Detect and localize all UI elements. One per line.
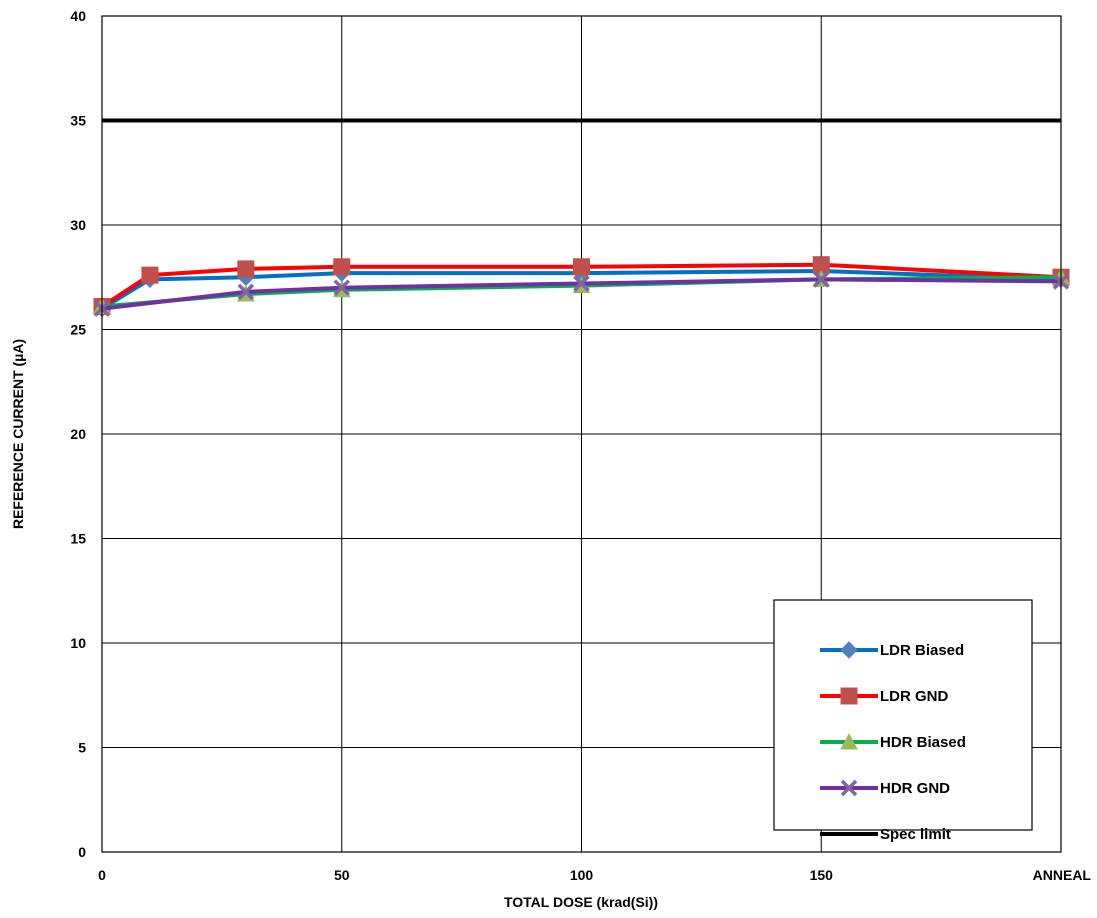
series-1 [93, 256, 1070, 316]
x-tick-labels: 0 50 100 150 ANNEAL [98, 867, 1091, 883]
legend-label-4: Spec limit [880, 826, 951, 843]
legend-box [773, 599, 1033, 831]
series-layer [93, 118, 1070, 318]
y-tick-label-0: 0 [78, 844, 86, 860]
data-point-1-4 [573, 258, 590, 276]
data-point-3-4 [813, 271, 830, 288]
x-tick-label-0: 0 [98, 867, 106, 883]
legend-label-0: LDR Biased [880, 642, 964, 659]
y-axis-label: REFERENCE CURRENT (µA) [10, 339, 26, 529]
legend-marker-1 [840, 687, 858, 705]
data-point-3-3 [573, 275, 590, 292]
x-tick-label-4: ANNEAL [1033, 867, 1092, 883]
plot-area-border [101, 15, 1062, 853]
legend-item-1: LDR GND [820, 687, 948, 705]
x-tick-label-2: 100 [570, 867, 594, 883]
legend-label-1: LDR GND [880, 688, 948, 705]
y-tick-label-7: 35 [70, 113, 86, 129]
data-point-1-3 [333, 258, 351, 276]
y-tick-label-6: 30 [70, 217, 86, 233]
y-tick-label-5: 25 [70, 322, 86, 338]
legend-item-2: HDR Biased [820, 732, 966, 751]
legend: LDR Biased LDR GND HDR Biased HDR GND Spec l… [773, 599, 1033, 843]
data-point-3-1 [237, 283, 255, 301]
legend-label-3: HDR GND [880, 780, 950, 797]
y-tick-label-4: 20 [70, 426, 86, 442]
legend-marker-3 [840, 779, 858, 797]
legend-item-0: LDR Biased [820, 641, 964, 659]
legend-marker-0 [840, 641, 858, 659]
data-point-3-2 [333, 279, 350, 296]
y-tick-label-8: 40 [70, 8, 86, 24]
legend-item-3: HDR GND [820, 779, 950, 797]
x-tick-label-1: 50 [334, 867, 350, 883]
data-point-1-2 [237, 260, 255, 278]
data-point-1-1 [141, 266, 159, 284]
series-line-3 [101, 277, 1062, 311]
y-tick-label-1: 5 [78, 740, 86, 756]
legend-label-2: HDR Biased [880, 734, 966, 751]
legend-marker-2 [840, 732, 858, 750]
x-tick-label-3: 150 [810, 867, 834, 883]
y-tick-label-2: 10 [70, 635, 86, 651]
legend-item-4: Spec limit [820, 826, 951, 843]
y-tick-labels: 0 5 10 15 20 25 30 35 40 [70, 8, 86, 860]
y-tick-label-3: 15 [70, 531, 86, 547]
x-axis-label: TOTAL DOSE (krad(Si)) [504, 894, 658, 910]
